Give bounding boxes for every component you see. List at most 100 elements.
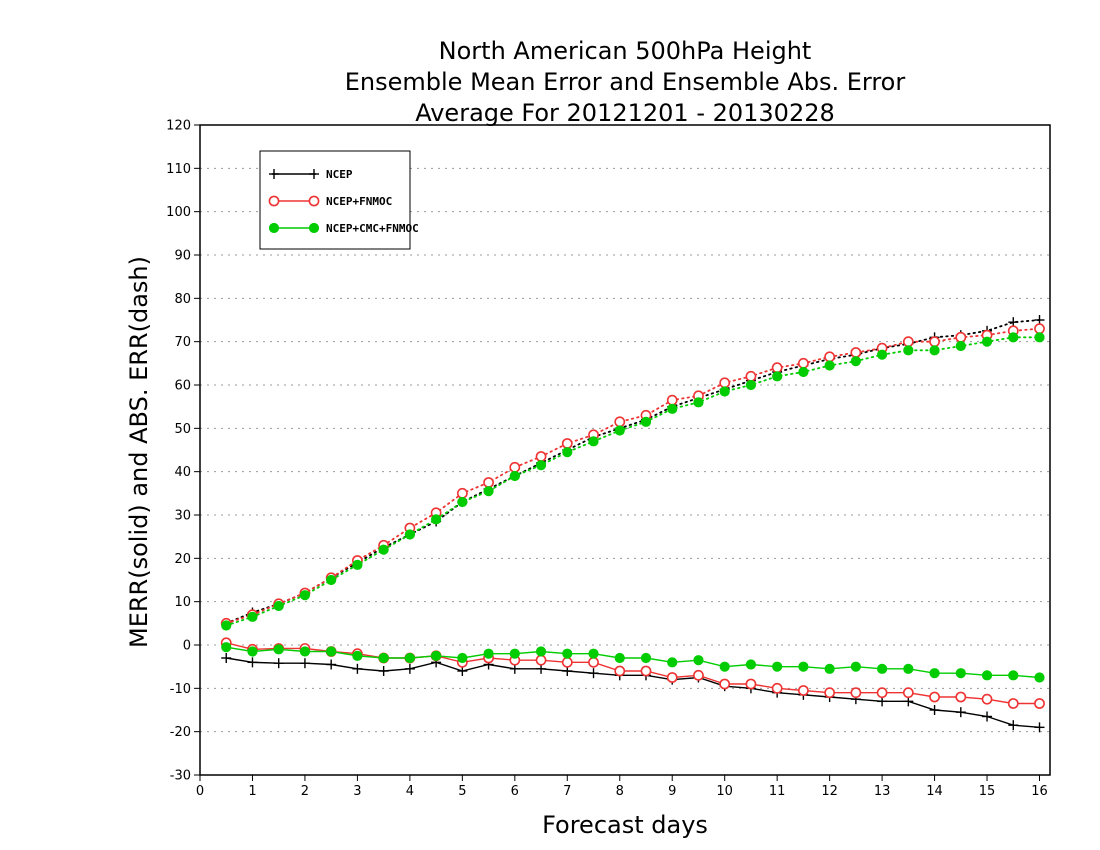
series-1 — [220, 323, 1045, 709]
mean-err-point — [772, 661, 783, 672]
abs-err-point — [588, 436, 599, 447]
y-tick-label: 70 — [174, 335, 191, 350]
mean-err-point — [1008, 720, 1019, 731]
mean-err-point — [509, 648, 520, 659]
mean-err-point — [404, 663, 415, 674]
x-tick-label: 0 — [196, 784, 204, 799]
mean-err-point — [745, 659, 757, 670]
legend-entry-2: NCEP+CMC+FNMOC — [268, 222, 419, 235]
mean-err-point — [404, 652, 415, 664]
mean-err-point — [588, 656, 599, 668]
abs-err-point — [431, 514, 442, 525]
mean-err-point — [588, 648, 599, 659]
y-tick-label: 80 — [174, 292, 191, 307]
mean-err-point — [378, 652, 389, 664]
abs-err-point — [824, 351, 836, 363]
mean-err-point — [1008, 670, 1019, 681]
mean-err-point — [693, 655, 704, 666]
abs-err-point — [666, 394, 678, 406]
legend-entry-0: NCEP — [269, 168, 353, 181]
abs-err-point — [955, 340, 966, 352]
mean-err-point — [955, 668, 966, 679]
y-tick-label: -30 — [170, 769, 191, 784]
y-axis-title: MERR(solid) and ABS. ERR(dash) — [125, 256, 153, 648]
abs-err-point — [561, 438, 573, 449]
legend-marker — [308, 222, 320, 234]
mean-err-point — [273, 644, 284, 655]
mean-err-point — [797, 685, 809, 696]
abs-err-point — [273, 600, 284, 612]
y-tick-label: 50 — [174, 422, 191, 437]
abs-err-point — [719, 386, 730, 397]
plot-border — [199, 124, 1051, 776]
mean-err-point — [929, 705, 940, 715]
mean-err-line — [226, 657, 1040, 729]
y-tick-label: 0 — [183, 639, 191, 654]
legend-marker — [309, 169, 319, 179]
abs-err-point — [771, 362, 783, 374]
mean-err-point — [562, 648, 573, 659]
abs-err-point — [850, 356, 861, 367]
mean-err-point — [299, 658, 310, 669]
plot-frame — [199, 124, 1051, 776]
mean-err-point — [221, 642, 232, 653]
abs-err-point — [326, 574, 337, 586]
mean-err-point — [903, 663, 914, 674]
abs-err-point — [299, 590, 311, 601]
abs-err-point — [1034, 332, 1045, 343]
y-tick-label: -10 — [170, 682, 191, 697]
abs-err-point — [483, 477, 494, 488]
abs-err-point — [640, 416, 652, 427]
legend-marker — [268, 222, 280, 234]
y-tick-label: 20 — [174, 552, 191, 567]
y-tick-label: -20 — [170, 725, 191, 740]
x-tick-label: 6 — [511, 784, 519, 799]
abs-err-point — [667, 403, 678, 414]
x-axis-title: Forecast days — [542, 811, 708, 839]
mean-err-point — [798, 661, 809, 672]
y-tick-label: 120 — [166, 119, 191, 134]
x-tick-label: 14 — [926, 784, 943, 799]
chart-title-line-3: Average For 20121201 - 20130228 — [415, 99, 835, 127]
abs-err-point — [483, 486, 494, 497]
chart-title-line-1: North American 500hPa Height — [438, 37, 812, 65]
mean-err-point — [299, 646, 311, 657]
legend-marker — [308, 195, 320, 207]
abs-err-point — [1034, 323, 1045, 335]
mean-err-point — [640, 665, 652, 677]
mean-err-point — [982, 711, 993, 722]
mean-err-point — [771, 682, 783, 694]
mean-err-point — [326, 659, 337, 670]
mean-err-point — [247, 657, 258, 668]
chart-title-block: North American 500hPa Height Ensemble Me… — [200, 36, 1050, 129]
mean-err-point — [666, 672, 678, 683]
mean-err-point — [535, 646, 547, 657]
abs-err-point — [693, 397, 704, 408]
mean-err-point — [273, 658, 284, 669]
abs-err-point — [981, 336, 993, 347]
mean-err-point — [614, 665, 626, 677]
abs-err-point — [798, 366, 809, 378]
mean-err-point — [431, 650, 442, 661]
mean-err-line — [226, 642, 1040, 705]
abs-err-point — [404, 529, 415, 540]
series-0 — [221, 315, 1045, 733]
series-2 — [221, 332, 1045, 683]
abs-err-point — [509, 461, 521, 473]
mean-err-point — [247, 646, 258, 657]
y-tick-label: 10 — [174, 595, 191, 610]
mean-err-point — [876, 687, 888, 699]
mean-err-point — [1034, 722, 1045, 733]
abs-err-point — [903, 345, 914, 356]
x-tick-label: 10 — [716, 784, 733, 799]
abs-err-point — [535, 460, 547, 471]
legend-box — [259, 150, 411, 250]
legend-entry-1: NCEP+FNMOC — [268, 195, 392, 208]
x-tick-label: 7 — [563, 784, 571, 799]
abs-err-point — [929, 345, 940, 356]
mean-err-point — [745, 678, 757, 690]
mean-err-point — [719, 661, 730, 672]
x-tick-label: 2 — [301, 784, 309, 799]
mean-err-point — [1034, 698, 1045, 709]
